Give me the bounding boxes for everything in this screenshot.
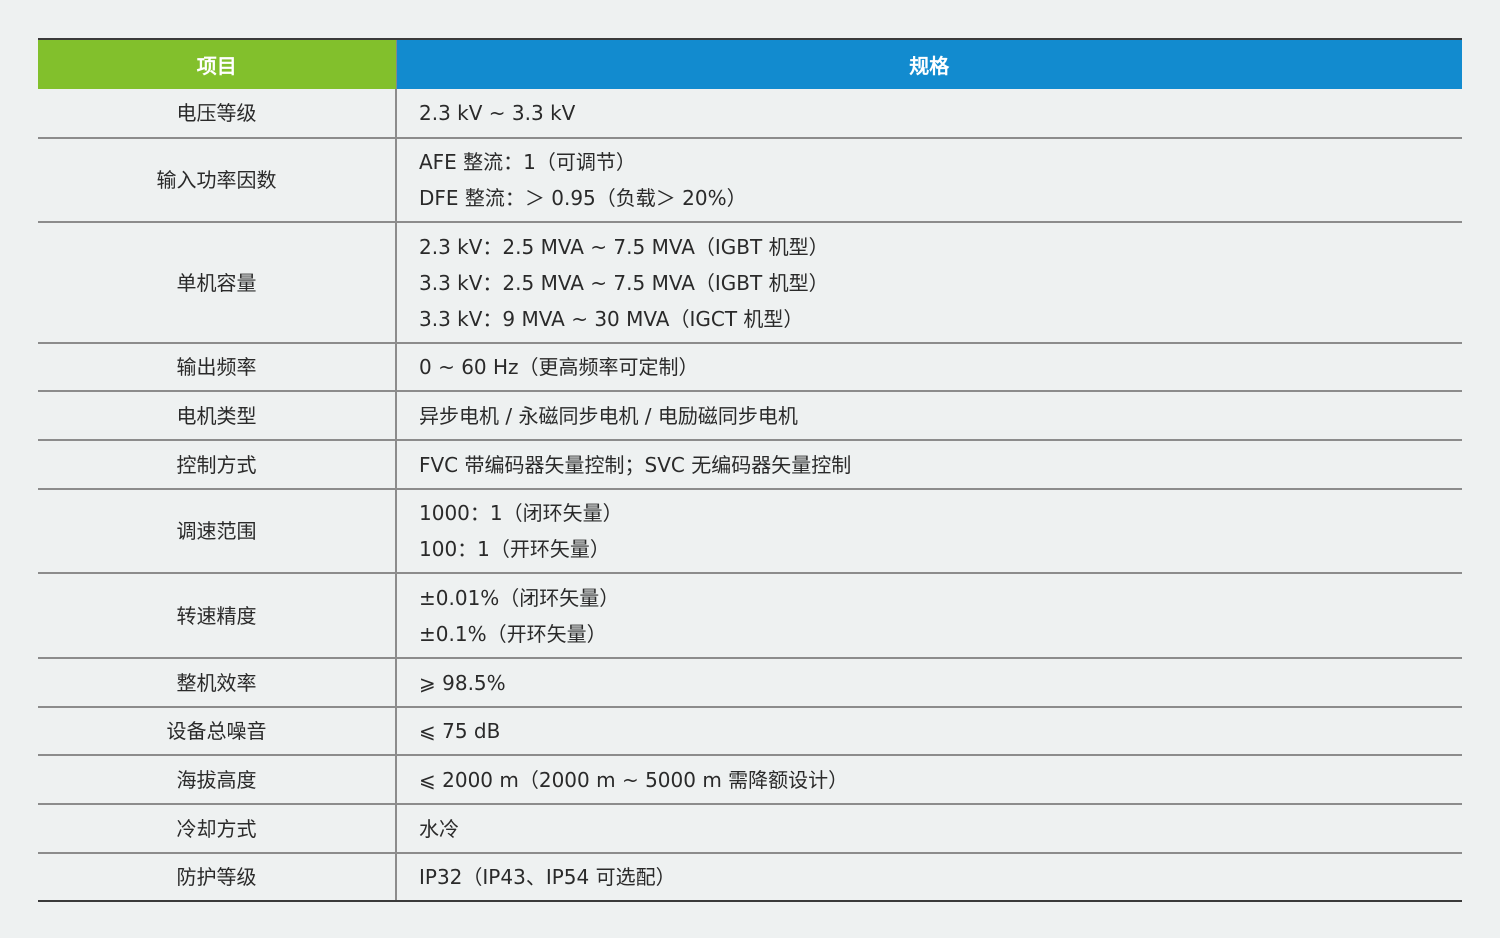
table-row: 输入功率因数 AFE 整流：1（可调节） DFE 整流：＞ 0.95（负载＞ 20%… [38, 138, 1462, 223]
row-spec: 水冷 [395, 804, 1462, 854]
spec-line: 2.3 kV：2.5 MVA ~ 7.5 MVA（IGBT 机型） [419, 234, 829, 259]
spec-line: 3.3 kV：9 MVA ~ 30 MVA（IGCT 机型） [419, 306, 804, 331]
spec-line: ±0.1%（开环矢量） [419, 621, 607, 646]
row-spec: 0 ~ 60 Hz（更高频率可定制） [395, 343, 1462, 392]
header-item: 项目 [38, 38, 396, 89]
row-item: 冷却方式 [38, 804, 396, 854]
table-row: 电压等级 2.3 kV ~ 3.3 kV [38, 89, 1462, 139]
table-row: 设备总噪音 ⩽ 75 dB [38, 707, 1462, 756]
table-row: 调速范围 1000：1（闭环矢量） 100：1（开环矢量） [38, 489, 1462, 574]
row-spec: IP32（IP43、IP54 可选配） [395, 853, 1462, 902]
spec-line: FVC 带编码器矢量控制；SVC 无编码器矢量控制 [419, 452, 852, 477]
row-item: 控制方式 [38, 440, 396, 490]
spec-line: 0 ~ 60 Hz（更高频率可定制） [419, 355, 699, 379]
row-spec: ⩽ 2000 m（2000 m ~ 5000 m 需降额设计） [395, 755, 1462, 805]
row-spec: AFE 整流：1（可调节） DFE 整流：＞ 0.95（负载＞ 20%） [395, 138, 1462, 223]
header-spec: 规格 [395, 38, 1462, 89]
spec-line: IP32（IP43、IP54 可选配） [419, 865, 676, 889]
table-row: 电机类型 异步电机 / 永磁同步电机 / 电励磁同步电机 [38, 391, 1462, 441]
table-header: 项目 规格 [38, 38, 1462, 89]
row-item: 海拔高度 [38, 755, 396, 805]
table-row: 控制方式 FVC 带编码器矢量控制；SVC 无编码器矢量控制 [38, 440, 1462, 490]
spec-table: 项目 规格 电压等级 2.3 kV ~ 3.3 kV 输入功率因数 AFE 整流：1（… [38, 38, 1462, 902]
row-spec: ⩽ 75 dB [395, 707, 1462, 756]
spec-line: ⩽ 2000 m（2000 m ~ 5000 m 需降额设计） [419, 767, 849, 792]
table-row: 输出频率 0 ~ 60 Hz（更高频率可定制） [38, 343, 1462, 392]
spec-line: DFE 整流：＞ 0.95（负载＞ 20%） [419, 186, 747, 210]
table-row: 单机容量 2.3 kV：2.5 MVA ~ 7.5 MVA（IGBT 机型） 3.3… [38, 222, 1462, 344]
table-row: 冷却方式 水冷 [38, 804, 1462, 854]
row-item: 防护等级 [38, 853, 396, 902]
spec-line: ⩾ 98.5% [419, 670, 506, 695]
table-row: 海拔高度 ⩽ 2000 m（2000 m ~ 5000 m 需降额设计） [38, 755, 1462, 805]
row-spec: ±0.01%（闭环矢量） ±0.1%（开环矢量） [395, 573, 1462, 659]
spec-line: 100：1（开环矢量） [419, 537, 610, 561]
row-item: 输入功率因数 [38, 138, 396, 223]
row-item: 调速范围 [38, 489, 396, 574]
row-spec: FVC 带编码器矢量控制；SVC 无编码器矢量控制 [395, 440, 1462, 490]
spec-line: AFE 整流：1（可调节） [419, 150, 636, 174]
spec-line: 水冷 [419, 816, 459, 841]
row-spec: ⩾ 98.5% [395, 658, 1462, 708]
spec-line: 2.3 kV ~ 3.3 kV [419, 101, 576, 125]
spec-line: 1000：1（闭环矢量） [419, 501, 623, 525]
row-item: 设备总噪音 [38, 707, 396, 756]
table-row: 整机效率 ⩾ 98.5% [38, 658, 1462, 708]
table-row: 转速精度 ±0.01%（闭环矢量） ±0.1%（开环矢量） [38, 573, 1462, 659]
spec-line: 异步电机 / 永磁同步电机 / 电励磁同步电机 [419, 403, 798, 428]
spec-line: 3.3 kV：2.5 MVA ~ 7.5 MVA（IGBT 机型） [419, 270, 829, 295]
row-spec: 2.3 kV ~ 3.3 kV [395, 89, 1462, 139]
spec-line: ±0.01%（闭环矢量） [419, 585, 620, 610]
row-item: 整机效率 [38, 658, 396, 708]
row-item: 转速精度 [38, 573, 396, 659]
spec-line: ⩽ 75 dB [419, 719, 501, 743]
row-item: 单机容量 [38, 222, 396, 344]
row-spec: 异步电机 / 永磁同步电机 / 电励磁同步电机 [395, 391, 1462, 441]
row-spec: 2.3 kV：2.5 MVA ~ 7.5 MVA（IGBT 机型） 3.3 kV：… [395, 222, 1462, 344]
row-spec: 1000：1（闭环矢量） 100：1（开环矢量） [395, 489, 1462, 574]
table-row: 防护等级 IP32（IP43、IP54 可选配） [38, 853, 1462, 902]
row-item: 输出频率 [38, 343, 396, 392]
row-item: 电机类型 [38, 391, 396, 441]
row-item: 电压等级 [38, 89, 396, 139]
